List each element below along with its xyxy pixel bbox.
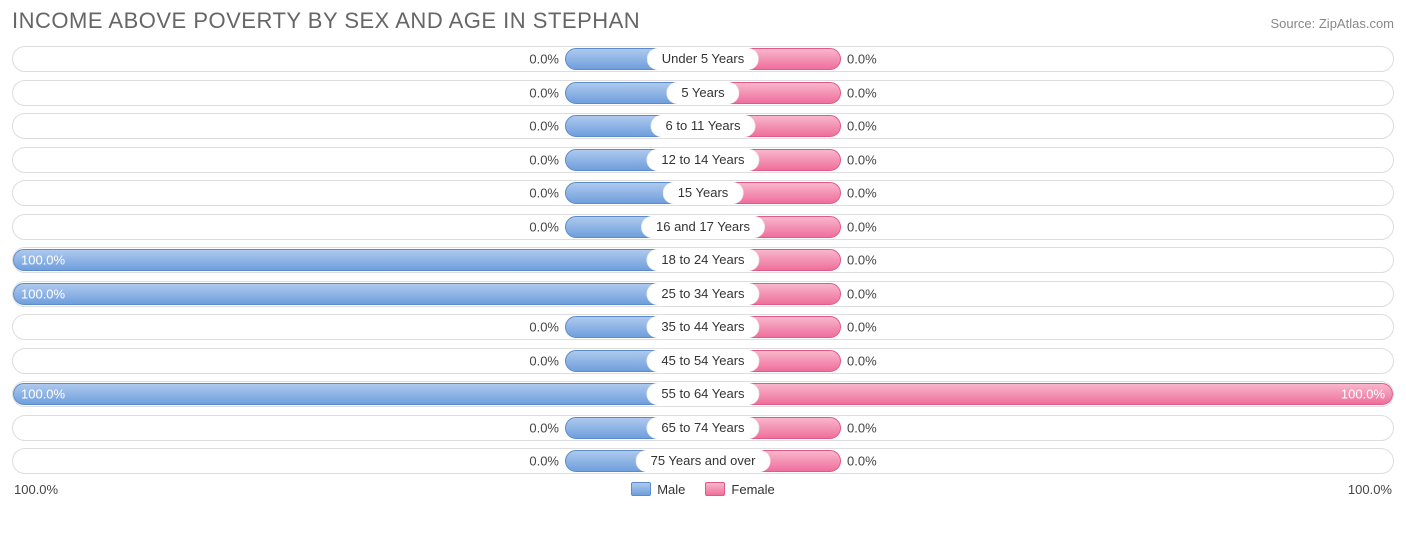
chart-row: 0.0% 0.0% 6 to 11 Years <box>12 113 1394 139</box>
category-label: 5 Years <box>666 82 739 104</box>
male-value: 0.0% <box>529 152 559 167</box>
male-value: 100.0% <box>21 286 65 301</box>
legend-label-female: Female <box>731 482 774 497</box>
legend-item-female: Female <box>705 482 774 497</box>
legend-swatch-female <box>705 482 725 496</box>
female-value: 0.0% <box>847 353 877 368</box>
axis-label-right: 100.0% <box>1348 482 1392 497</box>
male-value: 0.0% <box>529 454 559 469</box>
chart-row: 100.0% 0.0% 25 to 34 Years <box>12 281 1394 307</box>
category-label: 65 to 74 Years <box>646 417 759 439</box>
category-label: 45 to 54 Years <box>646 350 759 372</box>
female-value: 0.0% <box>847 420 877 435</box>
category-label: 16 and 17 Years <box>641 216 765 238</box>
male-bar <box>13 283 703 305</box>
chart-row: 0.0% 0.0% 15 Years <box>12 180 1394 206</box>
male-value: 100.0% <box>21 387 65 402</box>
female-value: 0.0% <box>847 52 877 67</box>
male-bar <box>13 249 703 271</box>
chart-row: 0.0% 0.0% 12 to 14 Years <box>12 147 1394 173</box>
female-value: 100.0% <box>1341 387 1385 402</box>
category-label: 15 Years <box>663 182 744 204</box>
female-bar <box>703 383 1393 405</box>
legend-item-male: Male <box>631 482 685 497</box>
female-value: 0.0% <box>847 454 877 469</box>
category-label: 6 to 11 Years <box>651 115 756 137</box>
female-value: 0.0% <box>847 119 877 134</box>
chart-row: 0.0% 0.0% 35 to 44 Years <box>12 314 1394 340</box>
male-value: 0.0% <box>529 119 559 134</box>
chart-source: Source: ZipAtlas.com <box>1270 16 1394 31</box>
chart-row: 0.0% 0.0% Under 5 Years <box>12 46 1394 72</box>
female-value: 0.0% <box>847 85 877 100</box>
female-value: 0.0% <box>847 152 877 167</box>
male-value: 0.0% <box>529 320 559 335</box>
chart-row: 100.0% 0.0% 18 to 24 Years <box>12 247 1394 273</box>
female-value: 0.0% <box>847 320 877 335</box>
legend: Male Female <box>631 482 775 497</box>
category-label: 12 to 14 Years <box>646 149 759 171</box>
legend-swatch-male <box>631 482 651 496</box>
chart-row: 100.0% 100.0% 55 to 64 Years <box>12 381 1394 407</box>
male-bar <box>13 383 703 405</box>
axis-label-left: 100.0% <box>14 482 58 497</box>
category-label: 55 to 64 Years <box>646 383 759 405</box>
category-label: 75 Years and over <box>636 450 771 472</box>
diverging-bar-chart: 0.0%0.0%Under 5 Years0.0%0.0%5 Years0.0%… <box>12 46 1394 474</box>
chart-title: INCOME ABOVE POVERTY BY SEX AND AGE IN S… <box>12 8 640 34</box>
male-value: 0.0% <box>529 353 559 368</box>
legend-label-male: Male <box>657 482 685 497</box>
chart-row: 0.0% 0.0% 75 Years and over <box>12 448 1394 474</box>
chart-row: 0.0% 0.0% 5 Years <box>12 80 1394 106</box>
chart-row: 0.0% 0.0% 65 to 74 Years <box>12 415 1394 441</box>
category-label: Under 5 Years <box>647 48 759 70</box>
chart-footer: 100.0% Male Female 100.0% <box>12 482 1394 497</box>
male-value: 0.0% <box>529 420 559 435</box>
chart-row: 0.0% 0.0% 16 and 17 Years <box>12 214 1394 240</box>
chart-row: 0.0% 0.0% 45 to 54 Years <box>12 348 1394 374</box>
male-value: 0.0% <box>529 186 559 201</box>
male-value: 0.0% <box>529 219 559 234</box>
chart-header: INCOME ABOVE POVERTY BY SEX AND AGE IN S… <box>12 8 1394 34</box>
female-value: 0.0% <box>847 253 877 268</box>
male-value: 0.0% <box>529 52 559 67</box>
category-label: 18 to 24 Years <box>646 249 759 271</box>
category-label: 35 to 44 Years <box>646 316 759 338</box>
male-value: 0.0% <box>529 85 559 100</box>
female-value: 0.0% <box>847 186 877 201</box>
female-value: 0.0% <box>847 286 877 301</box>
female-value: 0.0% <box>847 219 877 234</box>
category-label: 25 to 34 Years <box>646 283 759 305</box>
male-value: 100.0% <box>21 253 65 268</box>
